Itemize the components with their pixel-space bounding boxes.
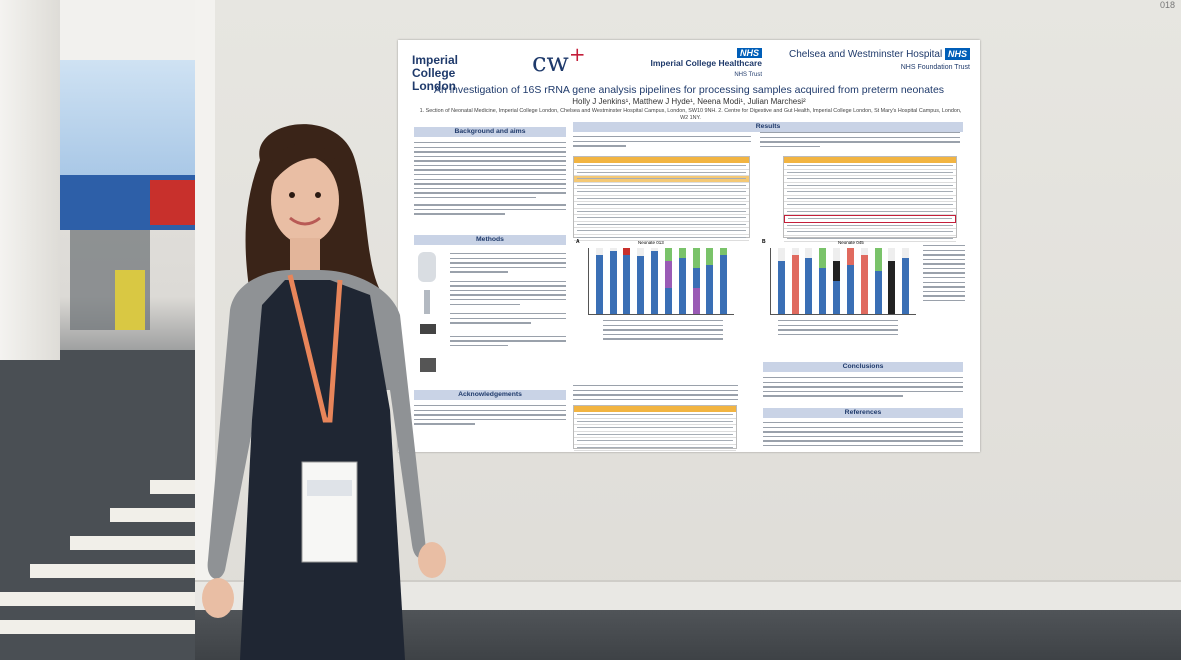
- section-methods: Methods: [414, 235, 566, 245]
- background-text: [414, 142, 566, 218]
- poster-bar: [860, 248, 868, 314]
- poster-title: An investigation of 16S rRNA gene analys…: [433, 84, 945, 96]
- acknowledgements-text: [414, 405, 566, 428]
- white-pillar: [0, 0, 60, 360]
- poster-bar: [791, 248, 799, 314]
- section-references: References: [763, 408, 963, 418]
- yellow-bin: [115, 270, 145, 330]
- poster-bar: [888, 248, 896, 314]
- cw-plus-logo: cw+: [532, 42, 586, 78]
- red-banner: [150, 180, 195, 225]
- table2-caption: [760, 132, 960, 150]
- ich-logo-trust: NHS Trust: [734, 72, 762, 78]
- section-results: Results: [573, 122, 963, 132]
- chart-a-legend: [603, 320, 723, 343]
- table-2: [783, 156, 957, 242]
- poster-bar: [805, 248, 813, 314]
- cwh-logo-name: Chelsea and Westminster Hospital: [788, 49, 943, 60]
- poster-bar: [720, 248, 728, 314]
- imperial-logo: Imperial College London: [412, 53, 459, 93]
- conclusions-text: [763, 377, 963, 400]
- poster-bar: [692, 248, 700, 314]
- chart-a-title: Neonate 013: [638, 240, 664, 245]
- poster-bar: [833, 248, 841, 314]
- stacked-bar-chart-b: [770, 248, 916, 315]
- poster-bar: [706, 248, 714, 314]
- section-conclusions: Conclusions: [763, 362, 963, 372]
- chart-a-label: A: [576, 239, 580, 245]
- board-number: 018: [1159, 0, 1175, 10]
- table-1: [573, 156, 750, 241]
- chart-b-legend: [778, 320, 898, 338]
- references-text: [763, 422, 963, 449]
- cw-logo-plus: +: [568, 42, 586, 66]
- poster-bar: [777, 248, 785, 314]
- methods-text: [450, 253, 566, 349]
- cw-logo-text: cw: [532, 48, 569, 78]
- poster-bar: [651, 248, 659, 314]
- hallway-floor: [0, 350, 210, 660]
- table1-caption: [573, 136, 751, 150]
- poster-bar: [874, 248, 882, 314]
- poster-board-edge: [195, 0, 215, 610]
- poster-bar: [609, 248, 617, 314]
- presenter-person: [202, 124, 446, 660]
- poster-bar: [637, 248, 645, 314]
- poster-affiliations: 1. Section of Neonatal Medicine, Imperia…: [419, 108, 962, 121]
- chart-b-title: Neonate 045: [838, 240, 864, 245]
- figure1-caption: [923, 245, 965, 305]
- chart-b-label: B: [762, 239, 766, 245]
- poster-bar: [623, 248, 631, 314]
- poster-bar: [846, 248, 854, 314]
- section-acknowledgements: Acknowledgements: [414, 390, 566, 400]
- poster-bar: [902, 248, 910, 314]
- checkered-floor: [0, 470, 210, 660]
- poster-bar: [819, 248, 827, 314]
- research-poster: Imperial College London cw+ NHS Imperial…: [398, 40, 980, 452]
- ich-logo: NHS Imperial College Healthcare NHS Trus…: [642, 48, 762, 80]
- cwh-logo: Chelsea and Westminster Hospital NHS NHS…: [786, 48, 970, 74]
- table3-caption: [573, 385, 738, 403]
- poster-authors: Holly J Jenkins¹, Matthew J Hyde¹, Neena…: [572, 97, 806, 106]
- poster-bar: [595, 248, 603, 314]
- table-3: [573, 405, 737, 451]
- poster-bar: [664, 248, 672, 314]
- hallway-window: [60, 60, 200, 180]
- nhs-badge: NHS: [736, 48, 762, 58]
- section-background: Background and aims: [414, 127, 566, 137]
- stacked-bar-chart-a: [588, 248, 734, 315]
- cwh-logo-trust: NHS Foundation Trust: [900, 64, 970, 71]
- poster-bar: [678, 248, 686, 314]
- ich-logo-name: Imperial College Healthcare: [650, 58, 763, 68]
- nhs-badge-2: NHS: [944, 48, 970, 60]
